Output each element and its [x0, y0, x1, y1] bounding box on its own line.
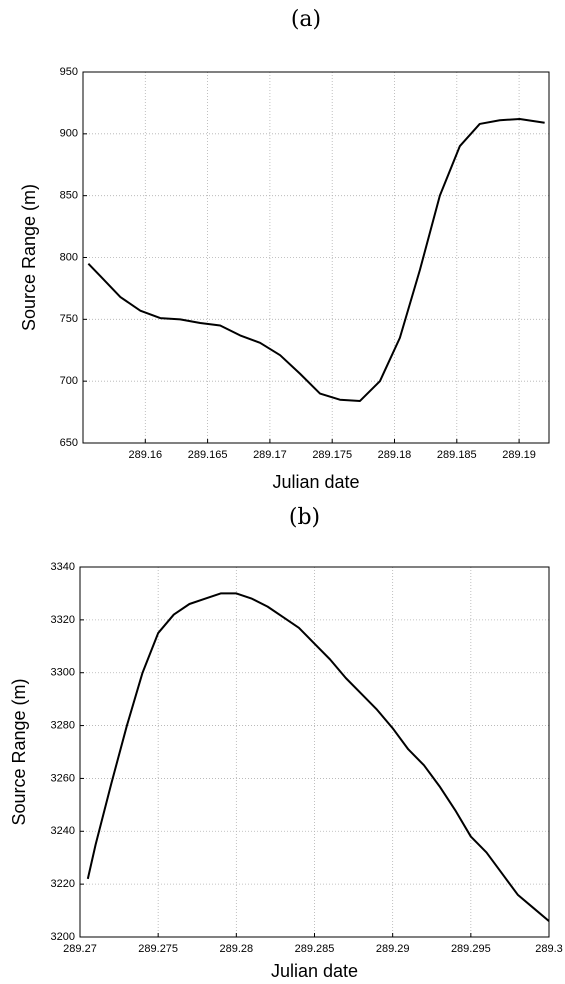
x-axis-label: Julian date	[272, 472, 359, 492]
x-tick-label: 289.18	[378, 449, 412, 461]
x-tick-label: 289.16	[128, 449, 162, 461]
x-tick-label: 289.19	[502, 449, 536, 461]
y-tick-label: 750	[60, 313, 78, 325]
chart-title: (a)	[291, 7, 321, 32]
x-tick-label: 289.175	[312, 449, 352, 461]
y-tick-label: 800	[60, 251, 78, 263]
y-axis-label: Source Range (m)	[19, 184, 39, 331]
chart-title: (b)	[289, 505, 320, 530]
x-tick-label: 289.3	[535, 943, 563, 955]
x-tick-label: 289.28	[220, 943, 254, 955]
y-tick-label: 850	[60, 190, 78, 202]
x-tick-label: 289.165	[188, 449, 228, 461]
y-tick-label: 3240	[51, 825, 75, 837]
y-tick-label: 700	[60, 375, 78, 387]
data-line	[87, 117, 545, 402]
x-tick-label: 289.285	[295, 943, 335, 955]
y-tick-label: 3320	[51, 614, 75, 626]
y-tick-label: 3280	[51, 719, 75, 731]
plot-frame	[82, 71, 550, 444]
x-tick-label: 289.27	[63, 943, 97, 955]
plot-frame	[79, 566, 550, 938]
x-tick-label: 289.29	[376, 943, 410, 955]
y-tick-label: 650	[60, 437, 78, 449]
x-axis-label: Julian date	[271, 961, 358, 981]
y-tick-label: 950	[60, 66, 78, 78]
x-tick-label: 289.17	[253, 449, 287, 461]
y-tick-label: 900	[60, 128, 78, 140]
y-tick-label: 3300	[51, 667, 75, 679]
y-tick-label: 3340	[51, 561, 75, 573]
data-line	[86, 592, 550, 922]
y-axis-label: Source Range (m)	[9, 678, 29, 825]
x-tick-label: 289.295	[451, 943, 491, 955]
x-tick-label: 289.275	[138, 943, 178, 955]
y-tick-label: 3220	[51, 878, 75, 890]
y-tick-label: 3260	[51, 772, 75, 784]
x-tick-label: 289.185	[437, 449, 477, 461]
y-tick-label: 3200	[51, 931, 75, 943]
